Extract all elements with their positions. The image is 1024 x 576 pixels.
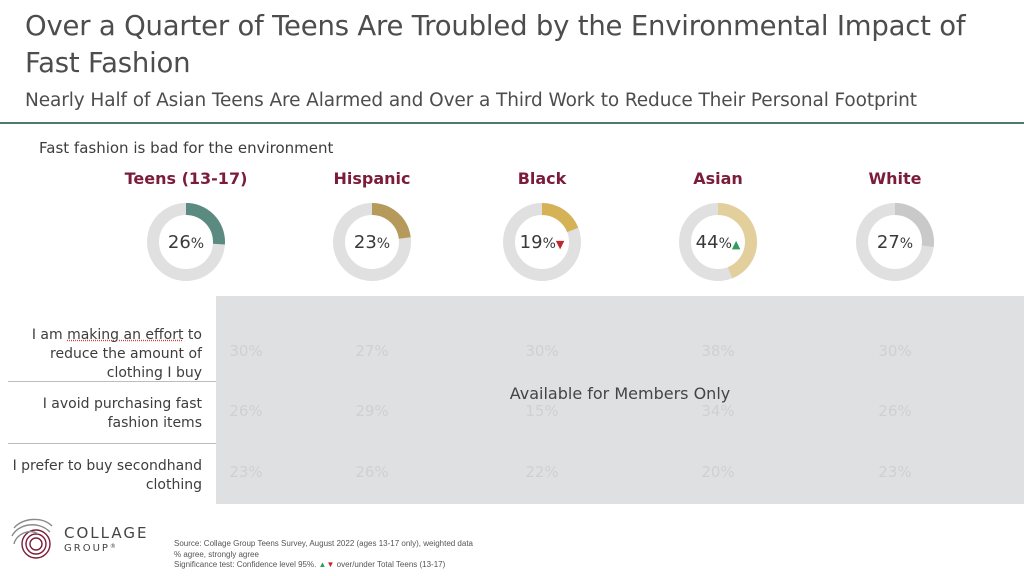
ghost-value: 30% (878, 342, 912, 360)
up-triangle-icon: ▲ (318, 560, 327, 569)
segment-label: Teens (13-17) (124, 169, 248, 188)
ghost-value: 34% (701, 402, 735, 420)
sig-test-text: Significance test: Confidence level 95%. (174, 560, 317, 569)
source-line: Source: Collage Group Teens Survey, Augu… (174, 539, 474, 548)
donut-chart: 23% (333, 203, 411, 281)
down-triangle-icon: ▼ (326, 560, 335, 569)
registered-mark: ® (109, 543, 118, 550)
segment-label: Asian (693, 169, 743, 188)
segment-black: Black 19%▼ (462, 168, 622, 284)
ghost-value: 26% (355, 463, 389, 481)
ghost-value: 30% (525, 342, 559, 360)
donut-value-arc (333, 203, 411, 281)
donut-chart: 27% (856, 203, 934, 281)
donut-value-label: 44%▲ (696, 232, 741, 253)
donut-chart: 44%▲ (679, 203, 757, 281)
segment-white: White 27% (815, 168, 975, 284)
logo-word-collage: COLLAGE (64, 524, 149, 542)
source-note: Source: Collage Group Teens Survey, Augu… (174, 539, 473, 571)
statement-label-secondhand: I prefer to buy secondhand clothing (12, 458, 202, 493)
collage-group-logo: COLLAGE GROUP® (8, 514, 168, 570)
ghost-value: 22% (525, 463, 559, 481)
header-divider (0, 122, 1024, 124)
ghost-value: 38% (701, 342, 735, 360)
ghost-value: 29% (355, 402, 389, 420)
ghost-value: 26% (878, 402, 912, 420)
segment-hispanic: Hispanic 23% (292, 168, 452, 284)
segment-label: Black (517, 169, 567, 188)
ghost-value: 30% (229, 342, 263, 360)
ghost-value: 20% (701, 463, 735, 481)
source-line: % agree, strongly agree (174, 549, 259, 559)
members-only-overlay[interactable]: 30% 27% 30% 38% 30% 26% 29% 15% 34% 26% 23% 26% 22% 2… (216, 296, 1024, 504)
row-divider (8, 443, 216, 444)
statement-label-avoid: I avoid purchasing fast fashion items (42, 396, 202, 431)
ghost-value: 15% (525, 402, 559, 420)
sig-test-text: over/under Total Teens (13-17) (336, 560, 446, 569)
segment-label: White (868, 169, 922, 188)
segment-teens-13-17: Teens (13-17) 26% (106, 168, 266, 284)
logo-mark-icon (11, 518, 53, 559)
chart-question: Fast fashion is bad for the environment (39, 139, 334, 157)
donut-value-label: 23% (354, 232, 390, 253)
donut-value-arc (679, 203, 757, 281)
donut-value-arc (856, 203, 934, 281)
donut-chart: 26% (147, 203, 225, 281)
ghost-value: 26% (229, 402, 263, 420)
donut-chart: 19%▼ (503, 203, 581, 281)
donut-value-arc (147, 203, 225, 281)
donut-value-label: 27% (877, 232, 913, 253)
statement-label-effort: I am making an effort to reduce the amou… (10, 326, 202, 383)
donut-value-arc (503, 203, 581, 281)
logo-word-group: GROUP® (64, 543, 118, 554)
donut-value-label: 26% (168, 232, 204, 253)
logo-group-text: GROUP (64, 543, 110, 554)
ghost-value: 23% (878, 463, 912, 481)
page-title: Over a Quarter of Teens Are Troubled by … (25, 10, 966, 79)
members-only-text: Available for Members Only (509, 384, 731, 403)
page-subtitle: Nearly Half of Asian Teens Are Alarmed a… (25, 90, 917, 111)
statement-text-part: to reduce the amount of clothing I buy (50, 327, 202, 381)
statement-text-underlined: making an effort (67, 327, 184, 343)
statement-text-part: I am (31, 327, 68, 343)
segment-label: Hispanic (333, 169, 411, 188)
ghost-value: 27% (355, 342, 389, 360)
row-divider (8, 381, 216, 382)
ghost-value: 23% (229, 463, 263, 481)
segment-asian: Asian 44%▲ (638, 168, 798, 284)
donut-value-label: 19%▼ (520, 232, 565, 253)
source-line: Significance test: Confidence level 95%.… (174, 560, 473, 571)
